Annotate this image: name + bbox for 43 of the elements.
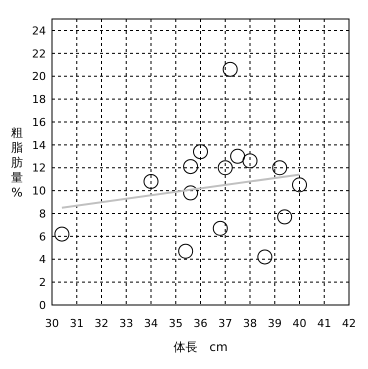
y-tick-label: 12 (32, 162, 46, 175)
x-tick-label: 31 (70, 317, 84, 330)
point (277, 209, 292, 224)
point (178, 244, 194, 259)
point (242, 153, 258, 168)
x-tick-label: 30 (45, 317, 59, 330)
x-tick-label: 40 (292, 317, 306, 330)
y-tick-label: 24 (32, 24, 46, 38)
point (257, 249, 272, 264)
y-tick-label: 8 (39, 207, 46, 220)
point (54, 226, 70, 242)
y-axis-title: 粗脂肪量% (11, 126, 23, 200)
x-tick-label: 38 (243, 317, 257, 330)
y-tick-label: 20 (32, 70, 46, 84)
x-axis-title: 体長 cm (173, 340, 228, 354)
y-tick-label: 4 (39, 253, 46, 266)
y-tick-label: 14 (32, 138, 46, 152)
point (218, 160, 233, 176)
x-tick-label: 39 (268, 317, 282, 330)
y-tick-label: 2 (39, 276, 46, 290)
x-tick-label: 35 (168, 317, 183, 330)
point (144, 174, 158, 189)
x-tick-label: 37 (218, 317, 232, 330)
y-tick-label: 16 (32, 116, 46, 129)
x-tick-label: 34 (144, 317, 158, 330)
x-tick-label: 32 (94, 317, 108, 330)
point (222, 62, 238, 77)
y-tick-label: 18 (32, 93, 46, 106)
point (292, 177, 307, 192)
y-tick-label: 6 (39, 230, 46, 244)
point (183, 185, 198, 200)
x-tick-label: 33 (119, 317, 134, 330)
x-tick-label: 42 (342, 317, 356, 330)
y-tick-label: 10 (32, 184, 46, 198)
point (230, 148, 246, 164)
point (193, 144, 208, 160)
y-tick-label: 0 (39, 299, 46, 312)
point (272, 160, 288, 176)
x-tick-label: 41 (317, 317, 332, 330)
y-tick-label: 22 (32, 47, 46, 60)
x-tick-label: 36 (194, 317, 208, 330)
point (212, 220, 228, 236)
point (183, 159, 198, 174)
